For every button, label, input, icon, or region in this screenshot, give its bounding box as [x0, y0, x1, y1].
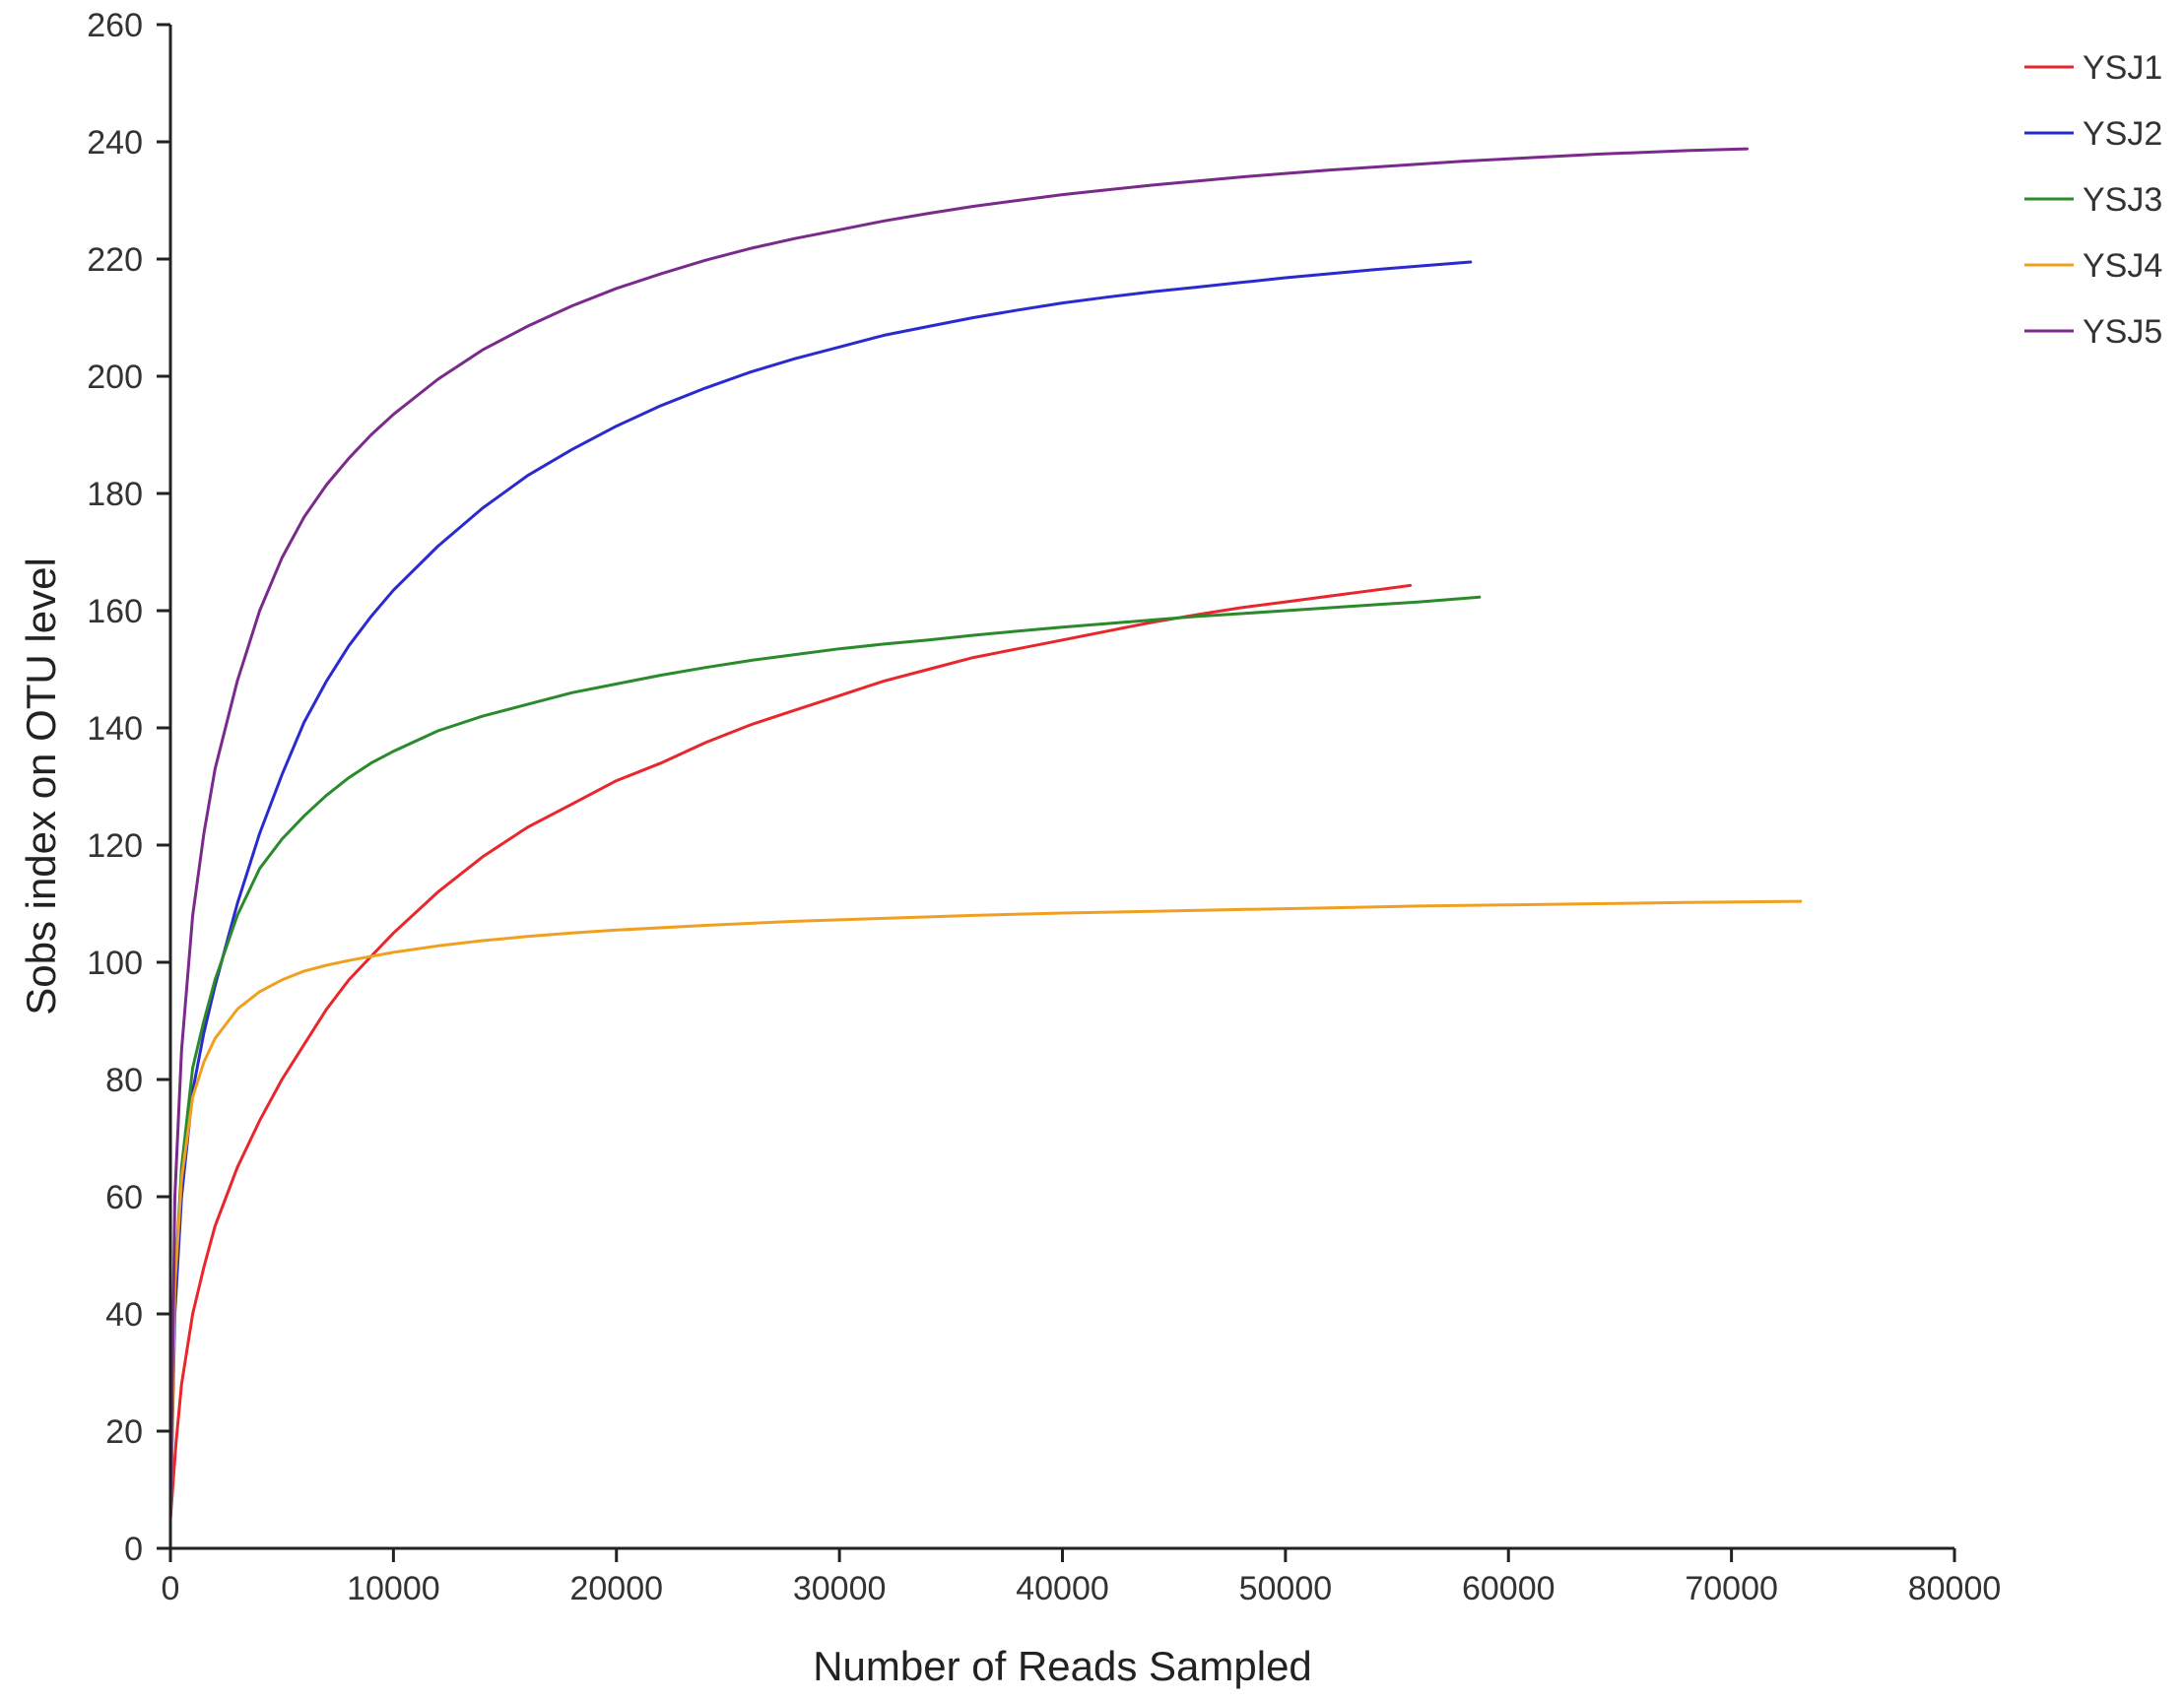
legend-label-ysj3: YSJ3 — [2083, 181, 2162, 219]
y-tick-label: 0 — [124, 1531, 143, 1568]
legend-label-ysj2: YSJ2 — [2083, 115, 2162, 153]
x-tick-label: 50000 — [1239, 1570, 1333, 1607]
y-tick-label: 160 — [87, 593, 143, 630]
x-tick-label: 70000 — [1685, 1570, 1778, 1607]
x-tick-label: 0 — [162, 1570, 180, 1607]
legend: YSJ1 YSJ2 YSJ3 YSJ4 YSJ5 — [2024, 49, 2162, 351]
x-axis-title: Number of Reads Sampled — [813, 1643, 1312, 1689]
y-tick-label: 140 — [87, 710, 143, 748]
y-tick-label: 60 — [105, 1179, 143, 1216]
y-tick-label: 20 — [105, 1413, 143, 1451]
series-line-ysj1 — [168, 583, 1413, 1521]
y-ticks: 0 20 40 60 80 100 120 140 160 180 200 220 240 260 — [87, 7, 170, 1568]
x-tick-label: 30000 — [793, 1570, 887, 1607]
legend-label-ysj1: YSJ1 — [2083, 49, 2162, 87]
axes: 0 10000 20000 30000 40000 50000 60000 70000 8000… — [87, 7, 2001, 1607]
x-ticks: 0 10000 20000 30000 40000 50000 60000 70000 8000… — [162, 1548, 2002, 1607]
legend-label-ysj4: YSJ4 — [2083, 247, 2162, 285]
series-line-ysj3 — [168, 595, 1482, 1521]
y-axis-title: Sobs index on OTU level — [18, 557, 64, 1015]
y-tick-label: 120 — [87, 827, 143, 865]
x-tick-label: 20000 — [569, 1570, 663, 1607]
y-tick-label: 100 — [87, 945, 143, 982]
series-line-ysj2 — [168, 260, 1473, 1521]
y-tick-label: 40 — [105, 1296, 143, 1334]
x-tick-label: 40000 — [1016, 1570, 1109, 1607]
series-line-ysj4 — [168, 899, 1803, 1521]
x-tick-label: 10000 — [347, 1570, 440, 1607]
x-tick-label: 80000 — [1908, 1570, 2002, 1607]
y-tick-label: 80 — [105, 1062, 143, 1099]
y-tick-label: 220 — [87, 241, 143, 279]
series-line-ysj5 — [168, 147, 1749, 1521]
x-tick-label: 60000 — [1462, 1570, 1555, 1607]
plot-lines — [168, 147, 1803, 1521]
y-tick-label: 240 — [87, 124, 143, 162]
legend-label-ysj5: YSJ5 — [2083, 313, 2162, 351]
y-tick-label: 200 — [87, 359, 143, 396]
y-tick-label: 260 — [87, 7, 143, 44]
y-tick-label: 180 — [87, 476, 143, 513]
